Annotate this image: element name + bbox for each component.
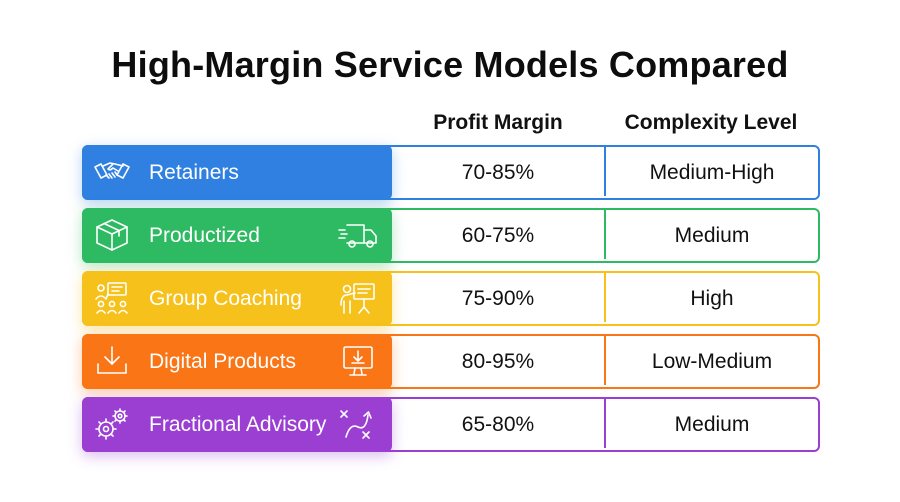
row-label-cell: Group Coaching xyxy=(82,271,392,326)
row-divider xyxy=(604,336,606,385)
column-header-profit-margin: Profit Margin xyxy=(433,111,563,134)
row-divider xyxy=(604,399,606,448)
row-name: Group Coaching xyxy=(149,287,302,310)
strategy-play-icon xyxy=(340,410,372,439)
column-header-complexity-level: Complexity Level xyxy=(624,111,798,134)
complexity-value: High xyxy=(690,287,734,310)
row-divider xyxy=(604,273,606,322)
complexity-value: Medium xyxy=(674,413,750,436)
profit-margin-value: 65-80% xyxy=(461,413,535,436)
row-label-cell: Digital Products xyxy=(82,334,392,389)
row-name: Digital Products xyxy=(149,350,297,373)
row-label-cell: Fractional Advisory xyxy=(82,397,392,452)
presentation-group-icon xyxy=(95,282,128,314)
monitor-download-icon xyxy=(343,346,373,376)
table-row-productized: Productized 60-75% Medium xyxy=(82,208,820,263)
delivery-truck-icon xyxy=(338,224,377,248)
profit-margin-value: 80-95% xyxy=(461,350,535,373)
complexity-value: Medium xyxy=(674,224,750,247)
table-row-retainers: Retainers 70-85% Medium-High xyxy=(82,145,820,200)
page-title: High-Margin Service Models Compared xyxy=(111,44,789,85)
profit-margin-value: 60-75% xyxy=(461,224,535,247)
presenter-board-icon xyxy=(340,283,375,314)
download-icon xyxy=(97,346,127,374)
row-name: Retainers xyxy=(149,161,239,184)
row-divider xyxy=(604,147,606,196)
profit-margin-value: 70-85% xyxy=(461,161,535,184)
box-icon xyxy=(96,219,128,251)
table-row-fractional-advisory: Fractional Advisory 65-80% Medium xyxy=(82,397,820,452)
row-name: Fractional Advisory xyxy=(149,413,327,436)
row-label-cell: Productized xyxy=(82,208,392,263)
profit-margin-value: 75-90% xyxy=(461,287,535,310)
row-name: Productized xyxy=(149,224,260,247)
complexity-value: Medium-High xyxy=(649,161,775,184)
row-label-cell: Retainers xyxy=(82,145,392,200)
table-row-group-coaching: Group Coaching 75-90% High xyxy=(82,271,820,326)
row-divider xyxy=(604,210,606,259)
table-row-digital-products: Digital Products 80-95% Low-Medium xyxy=(82,334,820,389)
complexity-value: Low-Medium xyxy=(651,350,773,373)
comparison-table: Retainers 70-85% Medium-High Productized xyxy=(82,145,820,460)
gears-icon xyxy=(95,408,128,440)
handshake-icon xyxy=(94,162,130,179)
